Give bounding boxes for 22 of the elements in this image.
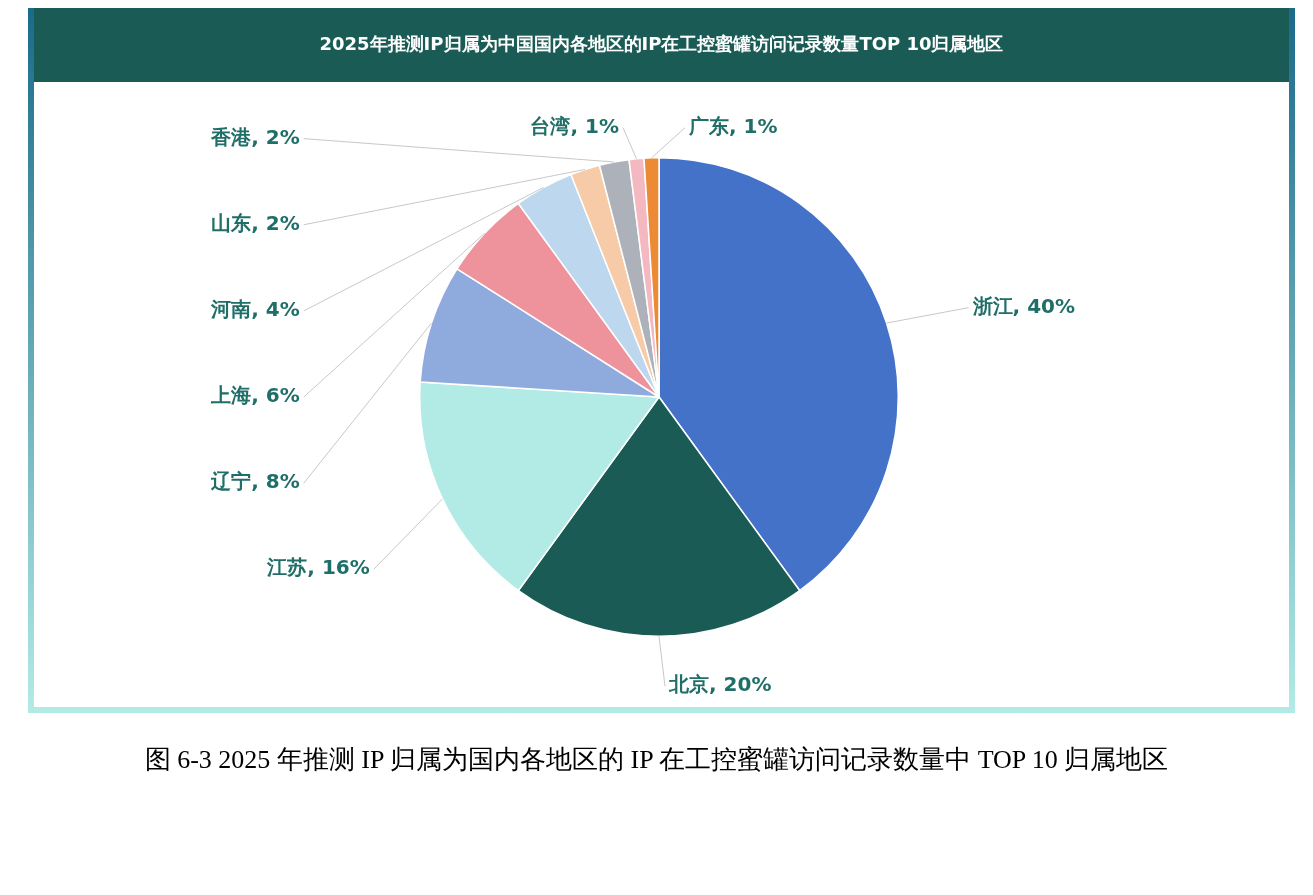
slice-label: 浙江 [971, 293, 1013, 318]
slice-label: 江苏 [266, 555, 308, 580]
data-label: , 2% [251, 210, 300, 235]
data-label: , 2% [251, 124, 300, 149]
data-label: , 1% [570, 113, 619, 138]
slice-label: 河南 [210, 297, 252, 322]
data-label: , 40% [1012, 293, 1076, 318]
data-label: , 6% [251, 383, 300, 408]
data-label: , 1% [729, 113, 778, 138]
slice-label: 上海 [210, 383, 252, 408]
slice-label: 辽宁 [210, 469, 252, 494]
slice-label: 山东 [211, 210, 252, 235]
data-label: , 16% [307, 555, 370, 580]
data-label: , 4% [251, 297, 300, 322]
data-label: , 20% [709, 672, 772, 697]
data-label: , 8% [251, 469, 300, 494]
caption: 图 6-3 2025 年推测 IP 归属为国内各地区的 IP 在工控蜜罐访问记录数量中 TOP 10 归属地区 [143, 744, 1170, 776]
chart-title: 2025年推测IP归属为中国国内各地区的IP在工控蜜罐访问记录数量TOP 10归属地区 [34, 8, 1289, 82]
slice-label: 广东 [688, 113, 729, 138]
slice-label: 香港 [210, 124, 253, 149]
slice-label: 台湾 [530, 113, 571, 138]
slice-label: 北京 [668, 672, 709, 697]
